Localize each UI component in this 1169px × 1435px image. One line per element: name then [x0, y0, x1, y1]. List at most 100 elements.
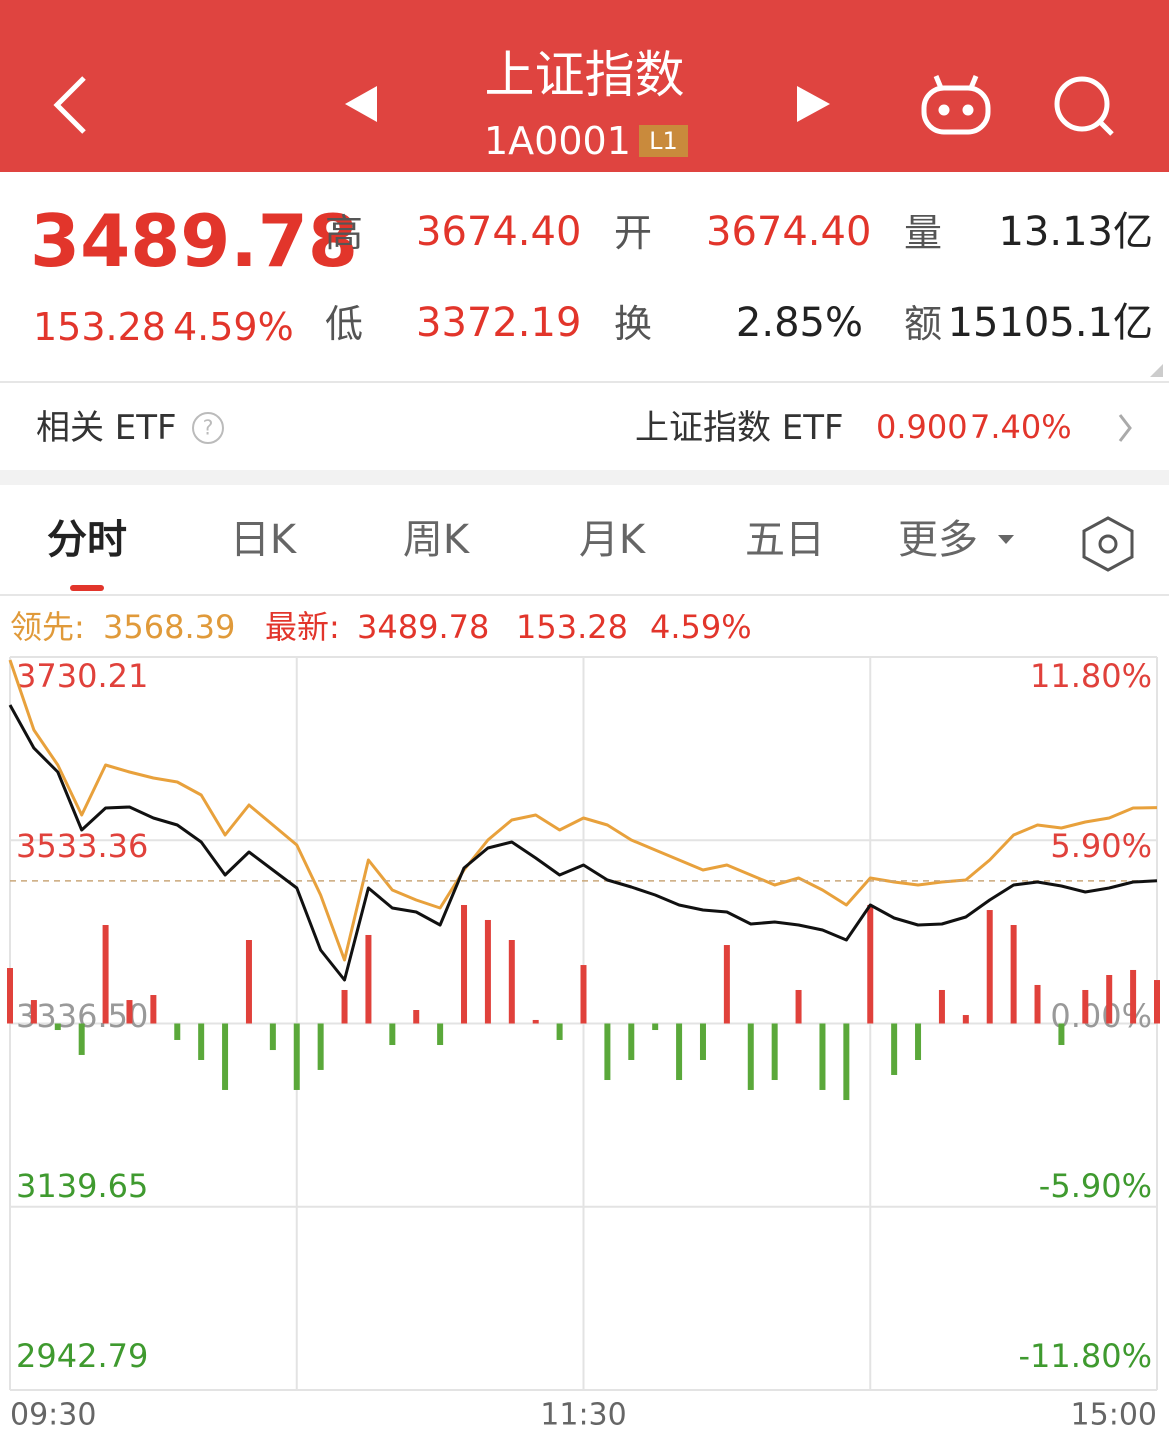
y-tick-label: 3533.36	[16, 827, 148, 865]
low: 3372.19	[416, 300, 582, 346]
change: 153.28	[33, 305, 166, 349]
title: 上证指数	[484, 46, 685, 104]
volume-bar	[771, 1023, 778, 1081]
volume-bar	[628, 1023, 635, 1060]
etf-name[interactable]: 上证指数 ETF	[635, 408, 844, 448]
tab[interactable]: 更多	[898, 517, 978, 563]
price-line	[8, 659, 1158, 962]
volume-bar	[198, 1023, 205, 1060]
help-icon-mark: ?	[203, 416, 214, 440]
y2-tick-label: 5.90%	[1050, 827, 1152, 865]
high-label: 高	[325, 211, 364, 255]
volume-bar	[293, 1023, 300, 1090]
volume-bar	[532, 1019, 539, 1024]
volume-bar	[245, 939, 252, 1024]
open-label: 开	[614, 211, 653, 255]
low-label: 低	[325, 302, 364, 346]
volume-bar	[1154, 980, 1160, 1024]
latest-label: 最新:	[265, 608, 340, 646]
turnover-label: 换	[614, 302, 653, 346]
volume-bar	[819, 1023, 826, 1090]
x-tick-label: 09:30	[10, 1398, 96, 1433]
tab[interactable]: 分时	[47, 517, 127, 563]
volume-bar	[7, 968, 13, 1024]
volume-bar	[1010, 925, 1017, 1024]
etf-change: 7.40%	[970, 408, 1072, 446]
volume-bar	[389, 1023, 396, 1046]
volume-bar	[652, 1023, 659, 1031]
settings-button[interactable]	[1082, 516, 1134, 572]
volume-bar	[508, 939, 515, 1024]
volume-bar	[126, 1000, 133, 1024]
corner-mark	[1150, 364, 1163, 377]
high: 3674.40	[416, 209, 582, 255]
y2-tick-label: -11.80%	[1018, 1337, 1152, 1375]
open: 3674.40	[706, 209, 872, 255]
prev-button[interactable]	[345, 86, 377, 122]
amount-label: 额	[904, 302, 943, 346]
volume-bar	[723, 945, 730, 1024]
tab[interactable]: 五日	[745, 517, 825, 563]
volume-bar	[676, 1023, 683, 1081]
latest-change-pct: 4.59%	[650, 608, 752, 646]
y2-tick-label: 0.00%	[1050, 997, 1152, 1035]
volume-bar	[938, 989, 945, 1024]
turnover: 2.85%	[735, 300, 863, 346]
x-tick-label: 15:00	[1071, 1398, 1157, 1433]
top-bar-icons	[53, 75, 1114, 157]
volume-bar	[604, 1023, 611, 1081]
volume-bar	[317, 1023, 324, 1070]
volume-bar	[986, 910, 993, 1024]
volume-bar	[915, 1023, 922, 1060]
robot-button[interactable]	[921, 75, 991, 135]
volume-bar	[461, 904, 468, 1024]
volume-bar	[580, 965, 587, 1024]
next-button[interactable]	[797, 86, 830, 122]
volume-bar	[102, 925, 109, 1024]
help-icon[interactable]	[192, 412, 224, 444]
volume-bar	[437, 1023, 444, 1046]
volume-bar	[891, 1023, 898, 1075]
change-pct: 4.59%	[173, 305, 294, 349]
volume-bar	[222, 1023, 229, 1090]
volume-bar	[747, 1023, 754, 1090]
volume-bar	[1082, 989, 1089, 1024]
volume-bar	[962, 1015, 969, 1024]
lead-value: 3568.39	[103, 608, 236, 646]
volume-bar	[867, 904, 874, 1024]
y-tick-label: 3139.65	[16, 1167, 148, 1205]
y-tick-label: 3730.21	[16, 657, 148, 695]
tab-decor	[0, 516, 1169, 596]
volume-bar	[1106, 975, 1113, 1024]
more-caret	[998, 535, 1014, 544]
volume-label: 量	[904, 211, 943, 255]
gap-band	[0, 470, 1169, 485]
volume-bar	[1130, 969, 1137, 1024]
tab-indicator	[70, 585, 104, 591]
latest-value: 3489.78	[357, 608, 490, 646]
volume-bar	[54, 1023, 61, 1031]
back-button[interactable]	[53, 76, 86, 134]
volume-bar	[484, 919, 491, 1024]
code: 1A0001	[484, 119, 631, 163]
volume: 13.13亿	[998, 209, 1153, 255]
volume-bar	[365, 934, 372, 1024]
search-button[interactable]	[1054, 76, 1114, 136]
y-tick-label: 2942.79	[16, 1337, 148, 1375]
tab[interactable]: 日K	[229, 517, 297, 563]
latest-change: 153.28	[516, 608, 628, 646]
volume-bar	[1034, 984, 1041, 1024]
tab[interactable]: 月K	[578, 517, 646, 563]
y2-tick-label: 11.80%	[1030, 657, 1152, 695]
badge-bg	[639, 125, 688, 157]
volume-bar	[413, 1010, 420, 1024]
volume-bar	[1058, 1023, 1065, 1046]
volume-bar	[843, 1023, 850, 1101]
separators: ?	[0, 364, 1169, 485]
lead-label: 领先:	[10, 608, 85, 646]
chevron[interactable]	[1118, 414, 1132, 442]
tab[interactable]: 周K	[402, 517, 470, 563]
volume-bar	[30, 1000, 37, 1024]
